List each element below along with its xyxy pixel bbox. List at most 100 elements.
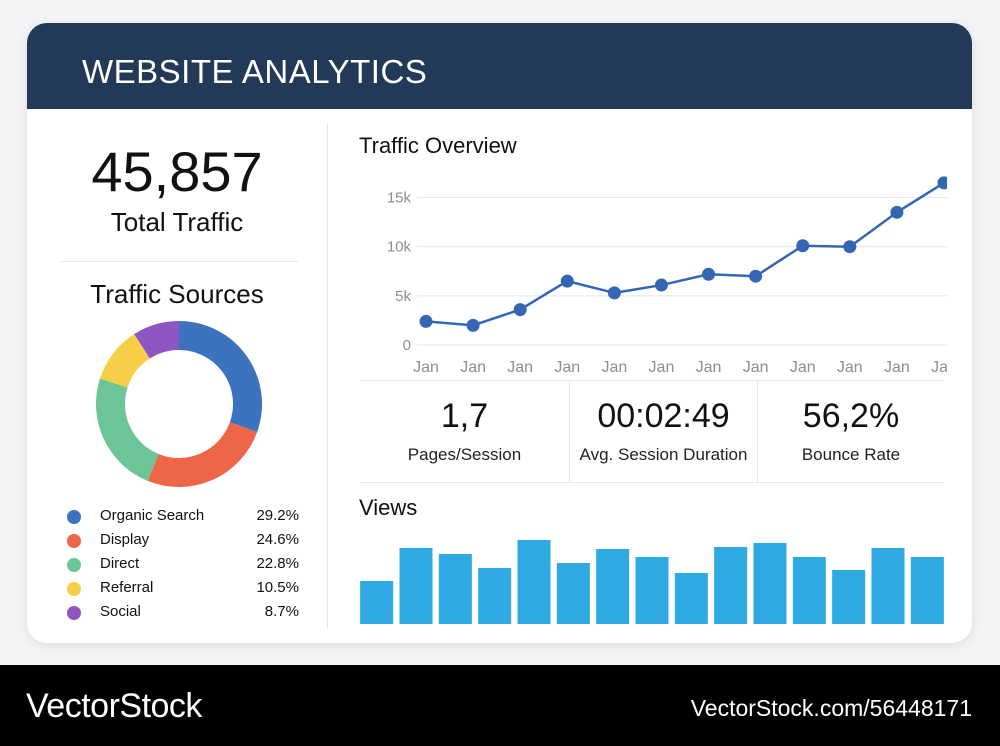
data-point <box>654 278 668 292</box>
dashboard-stage: WEBSITE ANALYTICS 45,857 Total Traffic T… <box>0 0 1000 665</box>
legend-label: Organic Search <box>100 507 205 524</box>
views-bar <box>399 548 433 624</box>
views-bar <box>596 549 630 624</box>
data-point <box>749 269 763 283</box>
data-point <box>466 318 480 332</box>
legend-label: Direct <box>100 555 140 572</box>
views-bar <box>910 557 944 624</box>
y-tick-label: 10k <box>387 239 412 256</box>
donut-slice-display <box>147 422 258 487</box>
x-tick-label: Jan <box>413 359 439 376</box>
data-point <box>513 303 527 317</box>
x-tick-label: Jan <box>696 359 722 376</box>
donut-slice-social <box>134 321 179 359</box>
donut-slice-organic-search <box>179 321 262 433</box>
traffic-overview-chart: 0 5k 10k 15k Jan Jan Jan Jan Jan Jan Jan Jan Jan Jan J… <box>387 176 947 376</box>
y-tick-label: 15k <box>387 190 412 207</box>
legend-label: Referral <box>100 579 154 596</box>
views-bar <box>792 557 826 624</box>
kpi-label: Bounce Rate <box>801 445 901 464</box>
views-bar <box>674 573 708 624</box>
legend-item-direct: Direct 22.8% <box>67 553 299 577</box>
kpi-label: Avg. Session Duration <box>579 445 748 464</box>
traffic-sources-donut <box>95 321 262 487</box>
donut-slice-referral <box>99 334 150 388</box>
kpi-pages-session: 1,7 Pages/Session <box>360 381 569 482</box>
x-tick-label: Jan <box>884 359 910 376</box>
footer-bar: VectorStock VectorStock.com/56448171 <box>0 665 1000 746</box>
legend-value: 24.6% <box>256 531 299 548</box>
legend-item-organic-search: Organic Search 29.2% <box>67 505 299 529</box>
traffic-sources-title: Traffic Sources <box>90 279 264 309</box>
views-bar <box>556 563 590 624</box>
views-bar <box>753 543 787 624</box>
page-title: WEBSITE ANALYTICS <box>82 53 428 90</box>
legend-value: 10.5% <box>256 579 299 596</box>
kpi-value: 1,7 <box>440 397 489 435</box>
x-tick-label: Jan <box>837 359 863 376</box>
x-tick-label: Jan <box>554 359 580 376</box>
legend-dot-organic-search <box>67 510 81 524</box>
header-bar: WEBSITE ANALYTICS <box>27 23 972 109</box>
views-bar <box>714 547 748 624</box>
x-tick-label: Jan <box>931 359 947 376</box>
data-point <box>702 267 716 281</box>
views-bar <box>478 568 512 624</box>
legend-dot-direct <box>67 558 81 572</box>
kpi-divider <box>569 381 570 482</box>
kpi-avg-session-duration: 00:02:49 Avg. Session Duration <box>570 381 757 482</box>
x-tick-label: Jan <box>507 359 533 376</box>
total-traffic-label: Total Traffic <box>110 207 244 237</box>
legend-item-display: Display 24.6% <box>67 529 299 553</box>
views-bar <box>360 581 394 624</box>
views-bar <box>635 557 669 624</box>
traffic-overview-title: Traffic Overview <box>359 133 517 158</box>
kpi-value: 56,2% <box>802 397 900 435</box>
views-bar <box>517 540 551 624</box>
legend-item-referral: Referral 10.5% <box>67 577 299 601</box>
vectorstock-logo: VectorStock <box>26 687 202 725</box>
traffic-line <box>425 181 945 327</box>
kpi-label: Pages/Session <box>407 445 522 464</box>
data-point <box>607 286 621 300</box>
views-bar-chart <box>360 540 944 624</box>
divider <box>60 261 298 262</box>
x-tick-label: Jan <box>649 359 675 376</box>
data-point <box>796 239 810 253</box>
y-tick-label: 0 <box>403 337 411 354</box>
kpi-divider <box>757 381 758 482</box>
analytics-card: WEBSITE ANALYTICS 45,857 Total Traffic T… <box>27 23 972 643</box>
data-point <box>560 274 574 288</box>
legend-label: Social <box>100 603 141 620</box>
y-tick-label: 5k <box>395 288 411 305</box>
traffic-sources-legend: Organic Search 29.2% Display 24.6% Direc… <box>67 505 299 625</box>
column-divider <box>327 123 328 628</box>
image-id: VectorStock.com/56448171 <box>690 695 972 721</box>
total-traffic-value: 45,857 <box>91 140 263 203</box>
legend-dot-display <box>67 534 81 548</box>
legend-item-social: Social 8.7% <box>67 601 299 625</box>
legend-value: 8.7% <box>264 603 299 620</box>
x-tick-label: Jan <box>743 359 769 376</box>
x-tick-label: Jan <box>790 359 816 376</box>
x-tick-label: Jan <box>601 359 627 376</box>
views-bar <box>438 554 472 624</box>
data-point <box>937 176 947 190</box>
donut-slice-direct <box>95 378 159 481</box>
left-panel: 45,857 Total Traffic Traffic Sources Org… <box>27 109 327 643</box>
views-bar <box>832 570 866 624</box>
views-bar <box>871 548 905 624</box>
legend-dot-referral <box>67 582 81 596</box>
legend-value: 29.2% <box>256 507 299 524</box>
legend-label: Display <box>100 531 150 548</box>
right-panel: Traffic Overview 0 5k 10k 15k Jan Jan Jan Jan Ja… <box>357 109 947 643</box>
kpi-value: 00:02:49 <box>597 397 730 435</box>
data-point <box>890 205 904 219</box>
kpi-bounce-rate: 56,2% Bounce Rate <box>758 381 944 482</box>
data-point <box>419 314 433 328</box>
kpi-row: 1,7 Pages/Session 00:02:49 Avg. Session … <box>360 380 944 483</box>
views-title: Views <box>359 495 418 520</box>
legend-value: 22.8% <box>256 555 299 572</box>
legend-dot-social <box>67 606 81 620</box>
x-tick-label: Jan <box>460 359 486 376</box>
